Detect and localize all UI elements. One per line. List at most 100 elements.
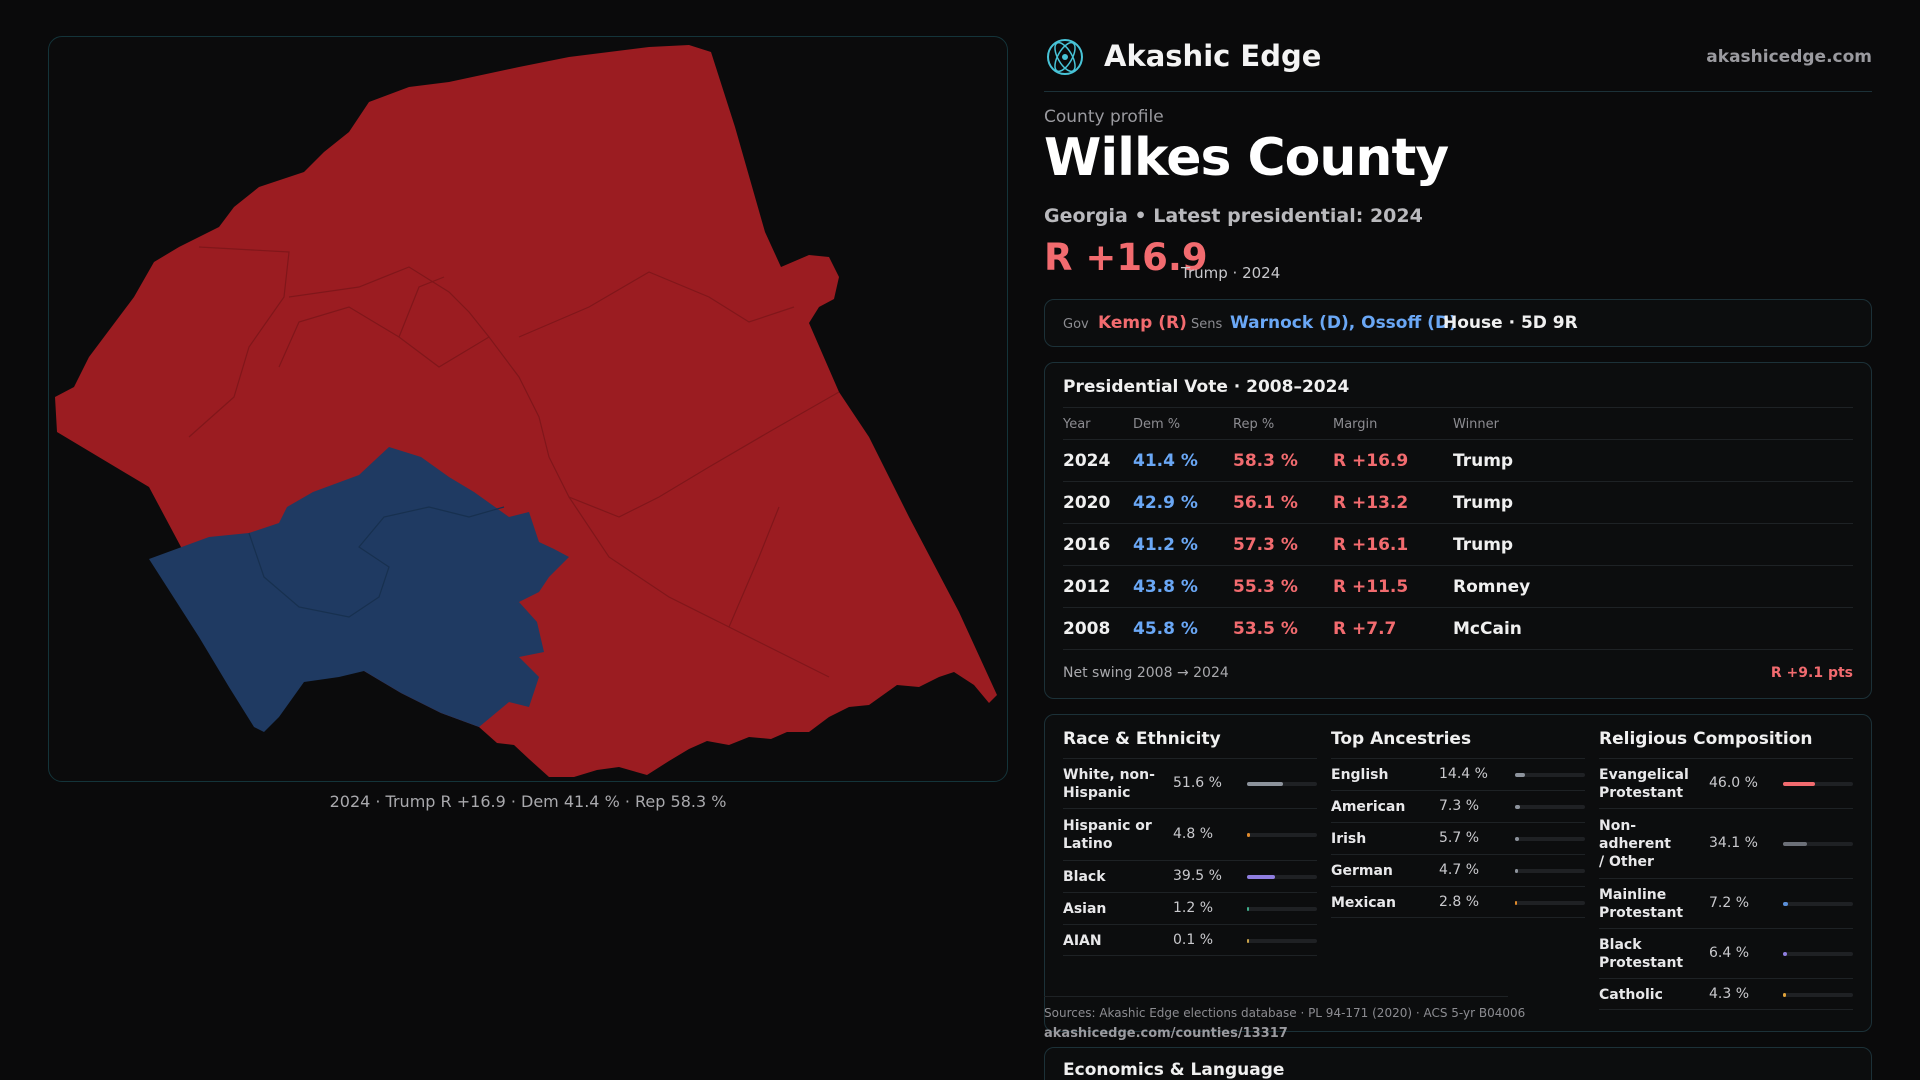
item-value: 4.8 % [1173,826,1214,842]
map-caption: 2024 · Trump R +16.9 · Dem 41.4 % · Rep … [329,792,727,811]
row-year: 2024 [1063,451,1111,471]
row-margin: R +16.9 [1333,451,1409,471]
row-rep-pct: 57.3 % [1233,535,1298,555]
item-value: 7.2 % [1709,895,1750,911]
percent-bar [1515,805,1585,809]
percent-bar-fill [1515,805,1521,809]
item-label: Mexican [1331,894,1396,911]
gov-label: Gov [1063,317,1089,332]
race-ethnicity-section: Race & Ethnicity White, non-Hispanic 51.6… [1063,727,1317,956]
percent-bar-fill [1783,842,1807,846]
sources-divider [1044,996,1508,997]
row-dem-pct: 43.8 % [1133,577,1198,597]
row-dem-pct: 45.8 % [1133,619,1198,639]
item-value: 34.1 % [1709,835,1758,851]
percent-bar-fill [1247,907,1249,911]
item-label: AIAN [1063,932,1102,949]
officials-bar: Gov Kemp (R) Sens Warnock (D), Ossoff (D… [1044,299,1872,347]
item-value: 7.3 % [1439,798,1480,814]
col-rep: Rep % [1233,417,1275,432]
percent-bar [1783,902,1853,906]
list-item: English 14.4 % [1331,759,1585,791]
row-winner: Romney [1453,577,1531,597]
list-item: German 4.7 % [1331,855,1585,887]
item-label: Catholic [1599,986,1663,1003]
percent-bar-fill [1515,900,1517,905]
row-margin: R +7.7 [1333,619,1397,639]
percent-bar-fill [1783,992,1786,997]
list-item: American 7.3 % [1331,791,1585,823]
item-value: 5.7 % [1439,830,1480,846]
item-label: Black [1063,869,1106,885]
swing-label: Net swing 2008 → 2024 [1063,665,1229,681]
sources-url-link[interactable]: akashicedge.com/counties/13317 [1044,1026,1288,1041]
item-label: Black Protestant [1599,937,1684,971]
row-year: 2008 [1063,619,1111,639]
county-map-svg[interactable] [49,37,1008,782]
row-winner: Trump [1453,451,1514,471]
item-label: Mainline Protestant [1599,887,1684,921]
atom-globe-icon[interactable] [1046,38,1084,76]
sources-text: Sources: Akashic Edge elections database… [1044,1006,1526,1020]
table-row: 2012 43.8 % 55.3 % R +11.5 Romney [1063,566,1853,608]
list-item: AIAN 0.1 % [1063,925,1317,956]
item-label: Asian [1063,901,1107,917]
percent-bar-fill [1783,952,1788,956]
brand-header: Akashic Edge akashicedge.com [1044,36,1872,92]
list-item: Black Protestant 6.4 % [1599,929,1853,979]
page-title: Wilkes County [1044,128,1449,188]
row-winner: McCain [1453,619,1522,639]
senators: Warnock (D), Ossoff (D) [1230,313,1457,333]
row-winner: Trump [1453,535,1514,555]
item-label: Irish [1331,831,1367,847]
race-title: Race & Ethnicity [1063,727,1317,759]
percent-bar [1247,938,1317,943]
row-year: 2016 [1063,535,1111,555]
latest-margin: R +16.9 [1044,236,1208,279]
percent-bar-fill [1247,833,1251,837]
col-dem: Dem % [1133,417,1181,432]
percent-bar [1247,875,1317,879]
percent-bar-fill [1515,773,1526,777]
percent-bar [1783,782,1853,786]
row-year: 2020 [1063,493,1111,513]
item-label: Non-adherent / Other [1599,818,1671,870]
latest-margin-note: Trump · 2024 [1181,264,1281,282]
item-value: 51.6 % [1173,775,1222,791]
item-value: 14.4 % [1439,766,1488,782]
percent-bar-fill [1515,837,1519,841]
list-item: Mainline Protestant 7.2 % [1599,879,1853,929]
item-label: White, non-Hispanic [1063,767,1155,801]
map-region-democrat[interactable] [149,447,569,732]
list-item: White, non-Hispanic 51.6 % [1063,759,1317,809]
row-rep-pct: 58.3 % [1233,451,1298,471]
list-item: Non-adherent / Other 34.1 % [1599,809,1853,879]
item-value: 1.2 % [1173,900,1214,916]
table-row: 2024 41.4 % 58.3 % R +16.9 Trump [1063,440,1853,482]
row-dem-pct: 41.2 % [1133,535,1198,555]
row-rep-pct: 56.1 % [1233,493,1298,513]
row-year: 2012 [1063,577,1111,597]
presidential-vote-table: Presidential Vote · 2008–2024 Year Dem %… [1044,362,1872,699]
percent-bar-fill [1783,902,1789,906]
county-map[interactable] [48,36,1008,782]
county-subtitle: Georgia • Latest presidential: 2024 [1044,205,1423,227]
percent-bar [1783,992,1853,997]
brand-name[interactable]: Akashic Edge [1104,39,1322,73]
table-row: 2008 45.8 % 53.5 % R +7.7 McCain [1063,608,1853,650]
percent-bar [1247,833,1317,837]
list-item: Mexican 2.8 % [1331,887,1585,918]
percent-bar-fill [1247,938,1249,943]
economics-title: Economics & Language [1063,1060,1285,1080]
profile-label: County profile [1044,107,1164,127]
row-margin: R +11.5 [1333,577,1409,597]
percent-bar [1515,773,1585,777]
percent-bar [1247,782,1317,786]
governor: Kemp (R) [1098,313,1187,333]
col-year: Year [1063,417,1091,432]
row-rep-pct: 53.5 % [1233,619,1298,639]
brand-url-link[interactable]: akashicedge.com [1706,47,1872,67]
item-label: Hispanic or Latino [1063,818,1152,852]
list-item: Evangelical Protestant 46.0 % [1599,759,1853,809]
percent-bar [1515,900,1585,905]
